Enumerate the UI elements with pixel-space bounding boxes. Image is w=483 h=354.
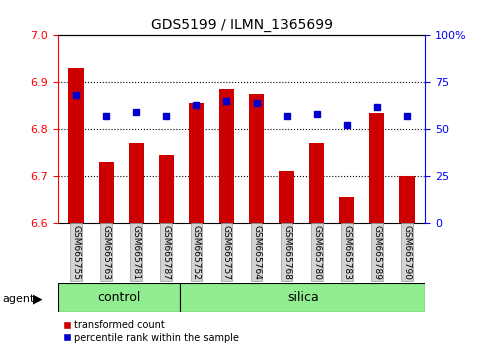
Text: GSM665780: GSM665780 <box>312 225 321 280</box>
Text: GSM665787: GSM665787 <box>162 225 171 280</box>
Bar <box>159 155 174 223</box>
Text: GSM665763: GSM665763 <box>101 225 111 280</box>
Bar <box>128 143 144 223</box>
Text: GSM665768: GSM665768 <box>282 225 291 280</box>
Text: GSM665790: GSM665790 <box>402 225 412 280</box>
Bar <box>279 171 294 223</box>
Bar <box>99 162 114 223</box>
Text: ▶: ▶ <box>33 293 43 306</box>
Text: silica: silica <box>287 291 319 304</box>
Text: GSM665752: GSM665752 <box>192 225 201 280</box>
Legend: transformed count, percentile rank within the sample: transformed count, percentile rank withi… <box>63 320 240 343</box>
Bar <box>339 197 355 223</box>
Bar <box>180 283 425 312</box>
Text: control: control <box>98 291 141 304</box>
Text: GSM665755: GSM665755 <box>71 225 81 280</box>
Bar <box>219 89 234 223</box>
Text: agent: agent <box>2 294 35 304</box>
Bar <box>189 103 204 223</box>
Bar <box>58 283 180 312</box>
Bar <box>309 143 324 223</box>
Bar <box>399 176 414 223</box>
Text: GSM665757: GSM665757 <box>222 225 231 280</box>
Text: GSM665783: GSM665783 <box>342 225 351 280</box>
Bar <box>369 113 384 223</box>
Text: GSM665764: GSM665764 <box>252 225 261 280</box>
Text: GSM665781: GSM665781 <box>132 225 141 280</box>
Bar <box>69 68 84 223</box>
Title: GDS5199 / ILMN_1365699: GDS5199 / ILMN_1365699 <box>151 18 332 32</box>
Text: GSM665789: GSM665789 <box>372 225 382 280</box>
Bar <box>249 94 264 223</box>
